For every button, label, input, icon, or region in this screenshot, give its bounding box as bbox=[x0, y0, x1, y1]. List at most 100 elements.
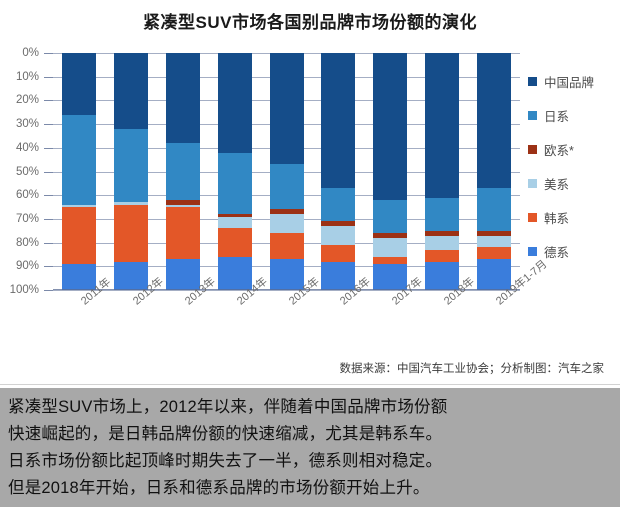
caption-line-4: 但是2018年开始，日系和德系品牌的市场份额开始上升。 bbox=[8, 479, 430, 497]
stacked-bar[interactable] bbox=[477, 53, 512, 290]
bar-segment[interactable] bbox=[217, 214, 252, 217]
legend-item-label: 欧系* bbox=[544, 143, 574, 158]
x-label-slot: 2019年1-7月 bbox=[468, 258, 549, 352]
legend-swatch-icon bbox=[528, 110, 537, 120]
bar-segment[interactable] bbox=[269, 259, 304, 290]
legend-item[interactable]: 日系 bbox=[528, 98, 620, 132]
bar-segment[interactable] bbox=[477, 259, 512, 290]
bar-segment[interactable] bbox=[113, 202, 148, 205]
y-axis-tick-label: 30% bbox=[15, 118, 39, 131]
bar-segment[interactable] bbox=[269, 233, 304, 260]
bar-segment[interactable] bbox=[269, 164, 304, 210]
bar-series-layer bbox=[53, 53, 520, 290]
bar-segment[interactable] bbox=[477, 235, 512, 248]
bar-segment[interactable] bbox=[165, 207, 200, 260]
caption-block: 紧凑型SUV市场上，2012年以来，伴随着中国品牌市场份额 快速崛起的，是日韩品… bbox=[0, 388, 620, 507]
bar-segment[interactable] bbox=[321, 226, 356, 245]
legend-item-label: 日系 bbox=[544, 109, 570, 124]
bar-segment[interactable] bbox=[425, 197, 460, 231]
bar-segment[interactable] bbox=[373, 237, 408, 257]
legend-swatch-icon bbox=[528, 246, 537, 256]
legend-item[interactable]: 欧系* bbox=[528, 132, 620, 166]
stacked-bar[interactable] bbox=[113, 53, 148, 290]
x-label-slot: 2016年 bbox=[312, 275, 373, 352]
bar-segment[interactable] bbox=[113, 128, 148, 203]
stacked-bar[interactable] bbox=[425, 53, 460, 290]
bar-segment[interactable] bbox=[61, 114, 96, 205]
bar-segment[interactable] bbox=[217, 216, 252, 229]
y-axis-tick-label: 100% bbox=[9, 284, 39, 296]
bar-segment[interactable] bbox=[373, 199, 408, 234]
bar-segment[interactable] bbox=[113, 261, 148, 290]
bar-slot bbox=[261, 53, 313, 290]
bar-segment[interactable] bbox=[321, 261, 356, 290]
bar-segment[interactable] bbox=[425, 53, 460, 198]
stacked-bar[interactable] bbox=[269, 53, 304, 290]
bar-segment[interactable] bbox=[165, 199, 200, 205]
bar-segment[interactable] bbox=[269, 214, 304, 234]
bar-segment[interactable] bbox=[477, 247, 512, 260]
bar-segment[interactable] bbox=[61, 263, 96, 290]
y-axis-tick bbox=[44, 147, 53, 149]
bar-segment[interactable] bbox=[217, 152, 252, 215]
x-axis-labels: 2011年 2012年 2013年 2014年 2015年 2016年 2017年 2018年… bbox=[53, 258, 550, 352]
y-axis-tick-label: 70% bbox=[15, 212, 39, 225]
chart-legend: 中国品牌日系欧系* 美系韩系 德系 bbox=[528, 64, 620, 268]
bar-segment[interactable] bbox=[165, 259, 200, 290]
bar-segment[interactable] bbox=[477, 188, 512, 231]
stacked-bar[interactable] bbox=[321, 53, 356, 290]
bar-slot bbox=[157, 53, 209, 290]
stacked-bar[interactable] bbox=[61, 53, 96, 290]
y-axis-tick bbox=[44, 266, 53, 268]
legend-item[interactable]: 德系 bbox=[528, 234, 620, 268]
bar-segment[interactable] bbox=[373, 53, 408, 200]
bar-segment[interactable] bbox=[477, 53, 512, 189]
bar-segment[interactable] bbox=[373, 263, 408, 290]
bar-segment[interactable] bbox=[165, 204, 200, 208]
bar-segment[interactable] bbox=[425, 261, 460, 290]
x-label-slot: 2013年 bbox=[157, 275, 218, 352]
bar-segment[interactable] bbox=[425, 249, 460, 262]
bar-segment[interactable] bbox=[425, 230, 460, 236]
bar-segment[interactable] bbox=[165, 53, 200, 144]
bar-segment[interactable] bbox=[321, 53, 356, 189]
y-axis-tick-label: 90% bbox=[15, 260, 39, 273]
bar-segment[interactable] bbox=[373, 256, 408, 264]
caption-line-1: 紧凑型SUV市场上，2012年以来，伴随着中国品牌市场份额 bbox=[8, 398, 448, 416]
legend-item[interactable]: 美系 bbox=[528, 166, 620, 200]
y-axis-tick bbox=[44, 53, 53, 54]
bar-segment[interactable] bbox=[425, 235, 460, 250]
y-axis-tick bbox=[44, 218, 53, 220]
x-label-slot: 2018年 bbox=[416, 275, 477, 352]
bar-segment[interactable] bbox=[113, 204, 148, 262]
bar-segment[interactable] bbox=[477, 230, 512, 236]
y-axis-tick-label: 60% bbox=[15, 189, 39, 202]
stacked-bar[interactable] bbox=[373, 53, 408, 290]
x-label-slot: 2012年 bbox=[105, 275, 166, 352]
stacked-bar[interactable] bbox=[165, 53, 200, 290]
bar-segment[interactable] bbox=[321, 188, 356, 222]
legend-item[interactable]: 韩系 bbox=[528, 200, 620, 234]
legend-item[interactable]: 中国品牌 bbox=[528, 64, 620, 98]
page-title: 紧凑型SUV市场各国别品牌市场份额的演化 bbox=[143, 13, 477, 32]
bar-segment[interactable] bbox=[61, 207, 96, 264]
y-axis-tick bbox=[44, 242, 53, 244]
divider bbox=[0, 384, 620, 385]
bar-segment[interactable] bbox=[321, 244, 356, 262]
bar-segment[interactable] bbox=[321, 221, 356, 227]
y-axis-tick bbox=[44, 124, 53, 126]
bar-segment[interactable] bbox=[165, 143, 200, 200]
bar-segment[interactable] bbox=[61, 204, 96, 208]
bar-segment[interactable] bbox=[217, 228, 252, 257]
legend-item-label: 美系 bbox=[544, 177, 570, 192]
legend-swatch-icon bbox=[528, 178, 537, 188]
bar-segment[interactable] bbox=[217, 256, 252, 290]
bar-segment[interactable] bbox=[269, 53, 304, 165]
bar-segment[interactable] bbox=[217, 53, 252, 153]
bar-segment[interactable] bbox=[61, 53, 96, 115]
stacked-bar[interactable] bbox=[217, 53, 252, 290]
plot-area: 100% 90% 80% 70% 60% 50% 40% 30% 20% 10% 0% bbox=[10, 47, 520, 296]
bar-segment[interactable] bbox=[113, 53, 148, 129]
bar-segment[interactable] bbox=[269, 209, 304, 215]
bar-segment[interactable] bbox=[373, 233, 408, 238]
